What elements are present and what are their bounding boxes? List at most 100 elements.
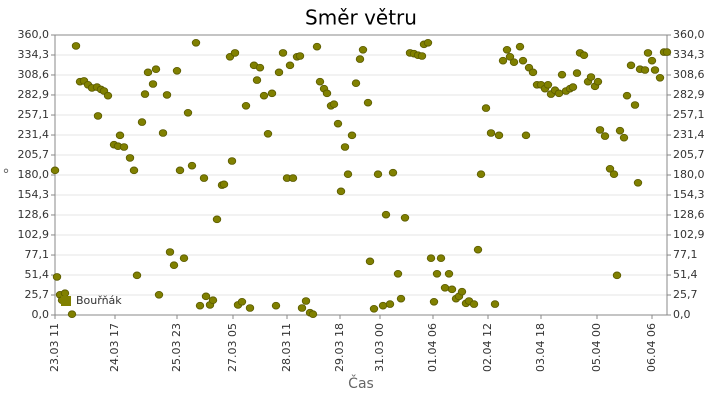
point bbox=[490, 300, 500, 308]
point bbox=[343, 170, 353, 179]
y-tick-label: 334,3 bbox=[18, 48, 50, 61]
y-tick-label: 154,3 bbox=[18, 188, 50, 201]
point bbox=[600, 132, 610, 140]
point bbox=[633, 178, 643, 187]
point bbox=[378, 301, 388, 310]
point bbox=[509, 58, 519, 67]
point bbox=[502, 45, 512, 54]
x-tick-label: 29.03 18 bbox=[333, 323, 346, 372]
point bbox=[212, 215, 222, 224]
point bbox=[308, 310, 318, 319]
point bbox=[132, 271, 142, 280]
point bbox=[93, 112, 103, 120]
x-tick-label: 05.04 00 bbox=[590, 323, 603, 372]
point bbox=[151, 65, 161, 74]
point bbox=[662, 48, 672, 56]
y-tick-label: 282,9 bbox=[18, 88, 50, 101]
point bbox=[622, 91, 632, 100]
y-tick-label: 180,0 bbox=[18, 168, 50, 181]
point bbox=[295, 52, 305, 60]
point bbox=[230, 49, 240, 57]
point bbox=[626, 61, 636, 70]
point bbox=[400, 213, 410, 222]
point bbox=[469, 300, 479, 308]
point bbox=[172, 66, 182, 75]
y2-tick-label: 360,0 bbox=[673, 28, 705, 41]
point bbox=[301, 297, 311, 305]
point bbox=[593, 77, 603, 86]
point bbox=[572, 69, 582, 77]
point bbox=[358, 45, 368, 54]
point bbox=[518, 56, 528, 65]
point bbox=[158, 129, 168, 137]
point bbox=[169, 261, 179, 270]
y-tick-label: 102,9 bbox=[18, 228, 50, 241]
point bbox=[630, 101, 640, 109]
point bbox=[369, 304, 379, 313]
point bbox=[388, 168, 398, 177]
point bbox=[595, 126, 605, 134]
point bbox=[148, 80, 158, 88]
chart-title: Směr větru bbox=[305, 6, 417, 30]
point bbox=[385, 300, 395, 308]
point bbox=[140, 90, 150, 98]
point bbox=[647, 56, 657, 65]
point bbox=[655, 73, 665, 82]
y2-tick-label: 128,6 bbox=[673, 208, 705, 221]
point bbox=[191, 38, 201, 47]
x-axis-title: Čas bbox=[348, 374, 374, 392]
point bbox=[373, 170, 383, 179]
point bbox=[615, 126, 625, 135]
point bbox=[119, 143, 129, 151]
point bbox=[267, 89, 277, 98]
point bbox=[440, 283, 450, 292]
point bbox=[457, 287, 467, 296]
y-tick-label: 360,0 bbox=[18, 28, 50, 41]
point bbox=[50, 166, 60, 175]
point bbox=[201, 292, 211, 301]
point bbox=[143, 68, 153, 77]
point bbox=[271, 301, 281, 310]
point bbox=[486, 129, 496, 137]
point bbox=[125, 154, 135, 162]
point bbox=[436, 254, 446, 263]
point bbox=[355, 55, 365, 63]
point bbox=[175, 166, 185, 175]
y2-tick-label: 205,7 bbox=[673, 148, 705, 161]
point bbox=[245, 304, 255, 312]
point bbox=[255, 63, 265, 72]
point bbox=[381, 210, 391, 219]
point bbox=[393, 269, 403, 278]
point bbox=[162, 91, 172, 99]
y-tick-label: 205,7 bbox=[18, 148, 50, 161]
point bbox=[426, 254, 436, 263]
point bbox=[195, 301, 205, 310]
point bbox=[183, 108, 193, 117]
x-tick-label: 03.04 18 bbox=[534, 323, 547, 372]
point bbox=[568, 83, 578, 91]
point bbox=[333, 119, 343, 128]
point bbox=[137, 118, 147, 126]
point bbox=[444, 269, 454, 278]
point bbox=[505, 52, 515, 61]
point bbox=[643, 49, 653, 57]
point bbox=[187, 161, 197, 170]
point bbox=[554, 89, 564, 98]
y2-tick-label: 257,1 bbox=[673, 108, 705, 121]
point bbox=[208, 296, 218, 305]
legend-swatch bbox=[61, 296, 71, 306]
y2-tick-label: 102,9 bbox=[673, 228, 705, 241]
y-tick-label: 257,1 bbox=[18, 108, 50, 121]
point bbox=[423, 38, 433, 47]
point bbox=[579, 51, 589, 60]
point bbox=[528, 68, 538, 77]
x-tick-label: 28.03 11 bbox=[280, 323, 293, 372]
point bbox=[650, 66, 660, 74]
y-tick-label: 128,6 bbox=[18, 208, 50, 221]
point bbox=[274, 68, 284, 77]
point bbox=[60, 289, 70, 298]
point bbox=[315, 77, 325, 86]
y2-tick-label: 231,4 bbox=[673, 128, 705, 141]
point bbox=[285, 61, 295, 70]
